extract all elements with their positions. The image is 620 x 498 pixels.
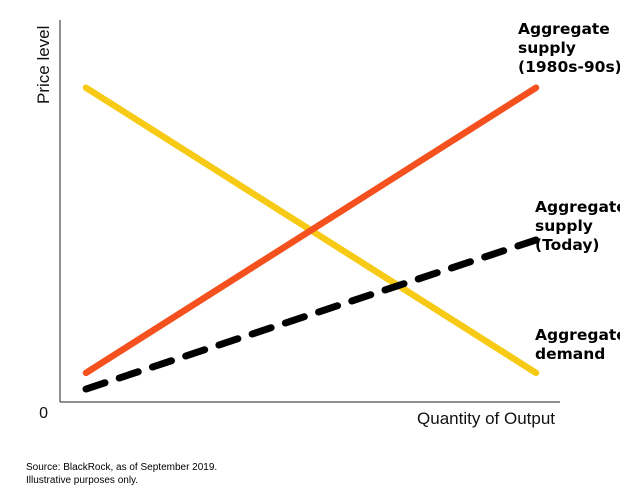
source-note: Source: BlackRock, as of September 2019.…	[26, 461, 217, 487]
label-aggregate-supply-1980s-90s: Aggregate supply (1980s-90s)	[518, 20, 620, 76]
source-line: Source: BlackRock, as of September 2019.	[26, 462, 218, 473]
series-label-line: (1980s-90s)	[518, 58, 620, 76]
y-axis-title: Price level	[34, 26, 53, 104]
series-label-line: supply	[535, 217, 593, 235]
series-label-line: (Today)	[535, 236, 600, 254]
series-line-aggregate-supply-1980s-90s	[82, 84, 540, 377]
series-label-line: supply	[518, 39, 576, 57]
disclaimer-line: Illustrative purposes only.	[26, 475, 139, 486]
series-labels: Aggregate supply (1980s-90s)Aggregate suppl…	[518, 20, 620, 363]
series-label-line: demand	[535, 345, 605, 363]
series-layer	[82, 84, 540, 393]
x-axis-title: Quantity of Output	[417, 409, 555, 428]
label-aggregate-supply-today: Aggregate supply (Today)	[535, 198, 620, 254]
series-line-aggregate-supply-today	[82, 236, 540, 393]
label-aggregate-demand: Aggregate demand	[535, 326, 620, 363]
series-label-line: Aggregate	[535, 198, 620, 216]
series-label-line: Aggregate	[518, 20, 610, 38]
origin-label: 0	[39, 405, 48, 422]
series-label-line: Aggregate	[535, 326, 620, 344]
